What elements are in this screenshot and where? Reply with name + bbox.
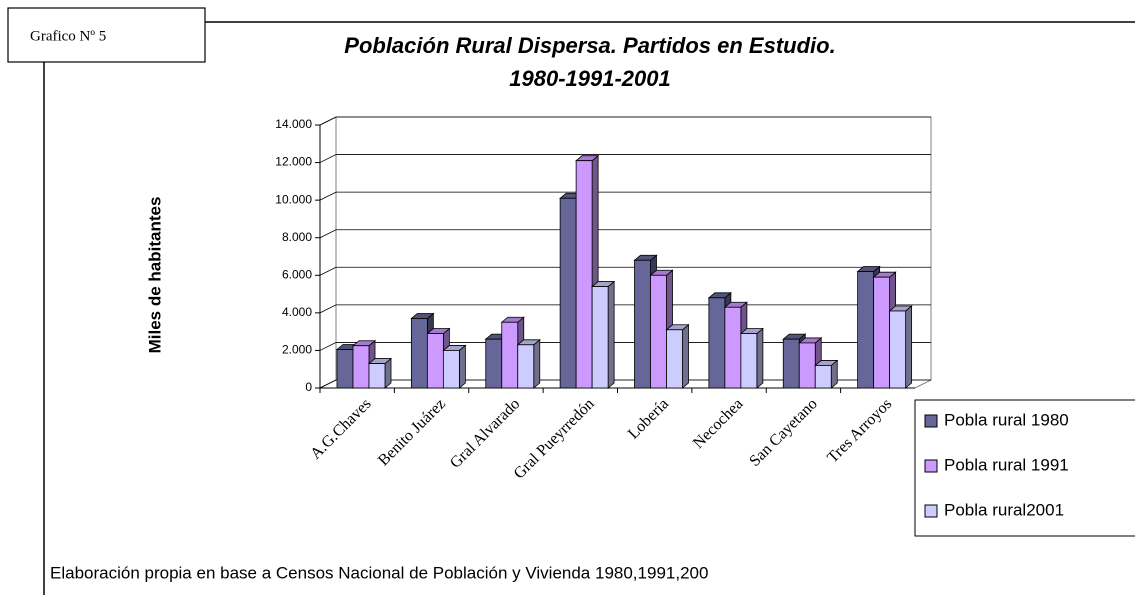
bar-side [533,338,541,389]
bar-side [682,323,689,389]
x-tick-label: Necochea [690,395,747,452]
x-tick-label: Gral Alvarado [447,395,523,471]
bar-side [607,280,615,389]
x-tick-label: Gral Pueyrredón [511,395,598,482]
bar [485,338,503,389]
x-tick-label: San Cayetano [746,395,821,470]
bar [782,338,800,389]
bar [352,345,370,389]
y-tick-label: 14.000 [275,117,312,131]
y-axis-label: Miles de habitantes [145,197,164,354]
grid-line [319,229,931,239]
x-tick-label: Lobería [625,395,672,442]
bar [575,160,593,389]
y-tick-label: 12.000 [275,155,312,169]
source-note: Elaboración propia en base a Censos Naci… [50,563,708,582]
y-tick-label: 0 [305,380,312,394]
grid-line [319,191,931,201]
bar [559,197,577,389]
legend-swatch [924,414,938,428]
bar [591,286,609,389]
y-tick-label: 8.000 [282,230,312,244]
bar [708,297,726,389]
bar [889,310,907,389]
bar-side [458,344,466,389]
x-tick-label: A.G.Chaves [307,395,374,462]
x-tick-label: Benito Juárez [375,395,449,469]
bar [442,350,460,389]
bar [724,306,742,389]
bar [336,349,354,389]
bar [666,329,683,389]
legend-label: Pobla rural 1991 [944,455,1069,474]
legend-box [914,399,1135,537]
x-tick-label: Tres Arroyos [824,395,895,466]
bar [426,333,444,389]
y-tick-label: 2.000 [282,343,312,357]
bar [798,342,816,389]
chart-title: 1980-1991-2001 [509,66,670,91]
legend-swatch [924,459,938,473]
label-box [7,7,206,63]
grid-line [319,266,931,276]
bar [873,276,891,389]
y-tick-label: 10.000 [275,192,312,206]
bar [650,274,667,389]
chart-title: Población Rural Dispersa. Partidos en Es… [344,33,835,58]
y-tick-label: 6.000 [282,267,312,281]
bar [740,333,758,389]
bar [501,321,519,389]
y-tick-label: 4.000 [282,305,312,319]
bar [857,271,875,389]
legend-label: Pobla rural 1980 [944,410,1069,429]
side-wall [319,116,337,389]
bar-side [756,327,764,389]
grid-line [319,116,931,126]
bar [517,344,535,389]
bar-side [905,305,913,389]
legend-swatch [924,504,938,518]
grid-line [319,154,931,163]
legend-label: Pobla rural2001 [944,500,1064,519]
bar [368,363,386,389]
bar [814,365,832,389]
figure-label: Grafico Nº 5 [30,28,106,44]
bar [634,259,651,389]
bar [410,318,428,389]
